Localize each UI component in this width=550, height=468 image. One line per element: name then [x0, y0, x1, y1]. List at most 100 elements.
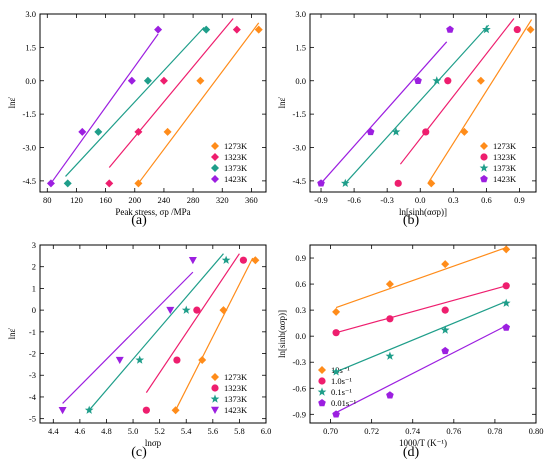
data-point [135, 355, 145, 364]
x-tick-label: -0.6 [347, 195, 360, 205]
x-tick-label: 5.6 [208, 426, 219, 436]
legend-label: 1273K [493, 141, 517, 151]
data-point [340, 178, 350, 188]
y-tick-label: -3 [29, 370, 36, 380]
x-axis-label: lnσp [145, 438, 162, 448]
data-point [232, 25, 241, 34]
data-point [221, 255, 231, 264]
legend-marker [211, 406, 219, 414]
plot-frame [309, 244, 537, 424]
x-tick-label: 0.6 [481, 195, 492, 205]
y-tick-label: -0.6 [293, 383, 306, 393]
data-point [142, 406, 150, 414]
fit-line [335, 325, 507, 414]
x-tick-label: 5.0 [128, 426, 139, 436]
data-point [441, 306, 449, 314]
legend-label: 1.0s⁻¹ [331, 376, 352, 386]
plot-frame [39, 13, 267, 193]
fit-line [335, 285, 507, 334]
series-2 [63, 25, 211, 188]
y-tick-label: -2 [29, 349, 36, 359]
fit-line [335, 300, 507, 373]
legend-label: 1323K [224, 383, 248, 393]
legend-label: 1323K [493, 152, 517, 162]
series-2 [331, 298, 511, 376]
data-point [188, 256, 197, 265]
fit-line [175, 257, 254, 411]
y-tick-label: -3.0 [23, 143, 36, 153]
x-axis-label: Peak stress, σp /MPa [115, 207, 190, 217]
data-point [134, 127, 143, 136]
y-tick-label: 0.9 [295, 253, 306, 263]
legend-label: 1323K [224, 152, 248, 162]
x-tick-label: 160 [99, 195, 112, 205]
data-point [143, 76, 152, 85]
data-point [460, 127, 469, 136]
data-point [476, 76, 485, 85]
chart-panel-c: 4.4 4.6 4.8 5.0 5.2 5.4 5.6 5.8 6.0 3 2 1 0 -1 -2 -3 -4 -… [7, 240, 271, 460]
y-tick-label: 0 [32, 305, 36, 315]
data-point [181, 305, 191, 314]
y-axis-label: lnε̇ [7, 328, 17, 340]
chart-panel-a: 80 120 160 200 240 280 320 360 3.0 1.5 0.0 -1.5 -3.0… [7, 9, 267, 228]
series-0 [171, 256, 260, 415]
data-point [254, 25, 263, 34]
x-tick-label: 360 [245, 195, 258, 205]
x-tick-label: 200 [128, 195, 141, 205]
data-point [173, 356, 181, 364]
series-3 [58, 256, 197, 415]
data-point [46, 179, 55, 188]
legend-marker [480, 175, 488, 183]
y-tick-label: -5 [29, 414, 36, 424]
data-point [94, 127, 103, 136]
data-point [332, 329, 340, 337]
data-point [105, 179, 114, 188]
panel-caption: (d) [403, 445, 420, 460]
panel-caption: (c) [131, 445, 147, 460]
x-tick-label: -0.9 [314, 195, 327, 205]
x-tick-label: 120 [70, 195, 83, 205]
legend-marker [211, 384, 219, 392]
x-tick-label: 280 [187, 195, 200, 205]
fit-line [320, 41, 448, 184]
fit-line [335, 247, 507, 309]
x-axis-label: ln[sinh(ασp)] [399, 207, 447, 217]
legend-label: 1423K [224, 405, 248, 415]
legend-marker [480, 142, 488, 150]
x-tick-label: 0.80 [529, 426, 544, 436]
legend-marker [211, 153, 219, 161]
data-point [219, 306, 228, 315]
y-tick-label: -3.0 [293, 143, 306, 153]
y-tick-label: 0.3 [295, 305, 306, 315]
data-point [391, 127, 401, 136]
y-tick-label: 2 [32, 262, 36, 272]
series-0 [427, 19, 535, 188]
plot-frame [309, 13, 537, 193]
legend-marker [211, 373, 219, 381]
y-tick-label: 0.6 [295, 279, 306, 289]
legend-marker [480, 153, 488, 161]
data-point [58, 406, 67, 415]
x-tick-label: 6.0 [261, 426, 272, 436]
data-point [441, 260, 450, 269]
legend-label: 1273K [224, 372, 248, 382]
data-point [501, 298, 511, 307]
fit-line [50, 33, 159, 184]
data-point [441, 346, 449, 355]
y-axis-label: lnε̇ [277, 97, 287, 109]
y-tick-label: 1.5 [295, 42, 306, 52]
x-tick-label: 0.0 [415, 195, 426, 205]
legend-marker [318, 377, 326, 385]
fit-line [344, 24, 490, 184]
data-point [154, 25, 163, 34]
fit-line [145, 253, 240, 393]
fit-line [427, 19, 533, 184]
fit-line [399, 18, 515, 165]
data-point [239, 256, 247, 264]
data-point [502, 323, 511, 331]
data-point [432, 76, 442, 85]
data-point [502, 282, 510, 290]
series-2 [84, 253, 231, 414]
legend-marker [211, 175, 219, 183]
